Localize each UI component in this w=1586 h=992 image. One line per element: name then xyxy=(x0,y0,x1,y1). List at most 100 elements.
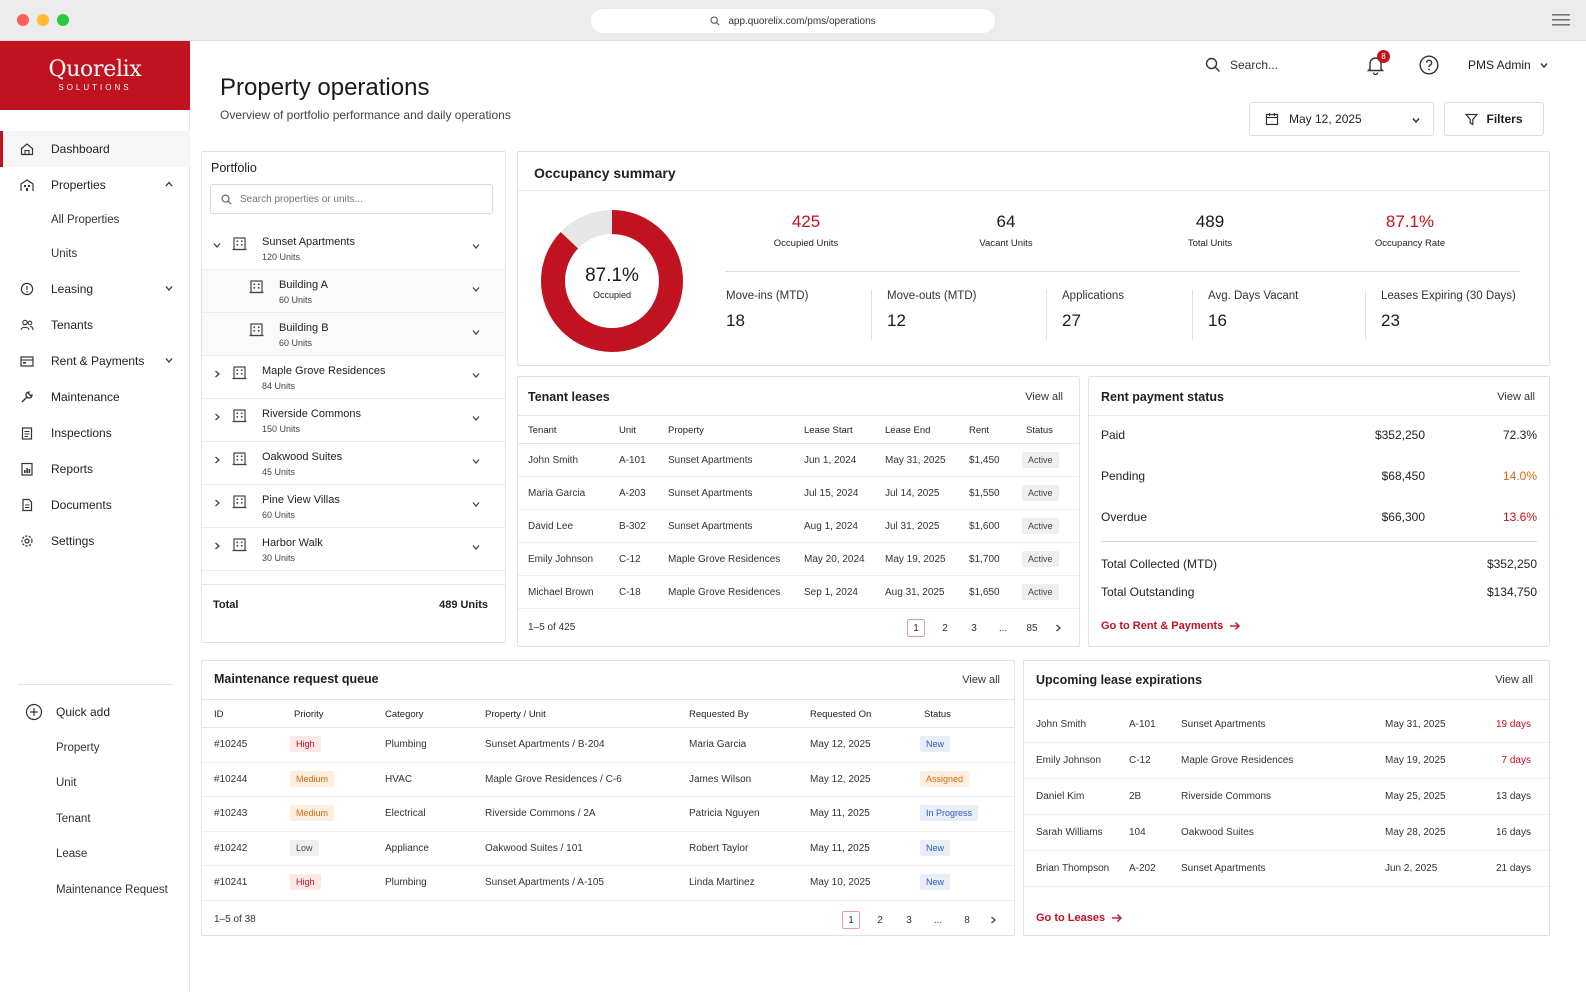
quick-add-button[interactable]: Quick add xyxy=(0,694,190,730)
sidebar-item-properties[interactable]: Properties xyxy=(0,167,190,203)
chevron-right-icon[interactable] xyxy=(212,541,222,551)
page-button[interactable]: 1 xyxy=(842,911,860,929)
table-row[interactable]: #10242 Low Appliance Oakwood Suites / 101 Ro… xyxy=(202,832,1014,866)
tree-child-row[interactable]: Building B 60 Units xyxy=(202,313,505,356)
quick-add-lease[interactable]: Lease xyxy=(56,848,88,861)
table-row[interactable]: John Smith A-101 Sunset Apartments Jun 1, 2… xyxy=(518,444,1079,477)
property-name: Riverside Commons xyxy=(262,408,362,420)
sidebar-item-all-properties[interactable]: All Properties xyxy=(51,214,120,226)
chevron-right-icon[interactable] xyxy=(212,455,222,465)
tree-child-row[interactable]: Building A 60 Units xyxy=(202,270,505,313)
chevron-right-icon[interactable] xyxy=(1053,623,1063,633)
notifications-button[interactable]: 8 xyxy=(1366,50,1390,78)
expiration-row[interactable]: John Smith A-101 Sunset Apartments May 31, … xyxy=(1024,707,1549,743)
sidebar-item-maintenance[interactable]: Maintenance xyxy=(0,379,190,415)
page-button[interactable]: 3 xyxy=(971,622,977,634)
window-close-button[interactable] xyxy=(17,14,29,26)
page-button[interactable]: 2 xyxy=(877,914,883,926)
table-row[interactable]: David Lee B-302 Sunset Apartments Aug 1, 20… xyxy=(518,510,1079,543)
donut-occupied-arc xyxy=(541,210,683,352)
table-row[interactable]: Maria Garcia A-203 Sunset Apartments Jul 15… xyxy=(518,477,1079,510)
table-row[interactable]: Michael Brown C-18 Maple Grove Residences S… xyxy=(518,576,1079,609)
go-to-leases-link[interactable]: Go to Leases xyxy=(1036,912,1123,924)
maintenance-view-all-link[interactable]: View all xyxy=(962,674,1000,686)
chevron-down-icon[interactable] xyxy=(471,284,481,294)
expiration-row[interactable]: Emily Johnson C-12 Maple Grove Residences M… xyxy=(1024,743,1549,779)
sidebar-item-rent-payments[interactable]: Rent & Payments xyxy=(0,343,190,379)
portfolio-search[interactable] xyxy=(210,184,493,214)
chevron-down-icon[interactable] xyxy=(471,456,481,466)
window-maximize-button[interactable] xyxy=(57,14,69,26)
rent-view-all-link[interactable]: View all xyxy=(1497,391,1535,403)
sidebar-item-tenants[interactable]: Tenants xyxy=(0,307,190,343)
expiration-row[interactable]: Sarah Williams 104 Oakwood Suites May 28, 2… xyxy=(1024,815,1549,851)
help-button[interactable] xyxy=(1419,55,1439,78)
quick-add-maintenance-request[interactable]: Maintenance Request xyxy=(56,883,168,896)
sidebar-item-dashboard[interactable]: Dashboard xyxy=(0,131,190,167)
global-search[interactable]: Search... xyxy=(1205,57,1278,73)
chevron-right-icon[interactable] xyxy=(212,498,222,508)
address-bar[interactable]: app.quorelix.com/pms/operations xyxy=(591,9,995,33)
quick-add-tenant[interactable]: Tenant xyxy=(56,812,91,825)
page-button[interactable]: 1 xyxy=(907,619,925,637)
brand-logo[interactable]: Quorelix SOLUTIONS xyxy=(0,41,190,110)
chevron-down-icon[interactable] xyxy=(471,370,481,380)
table-row[interactable]: #10245 High Plumbing Sunset Apartments / B-… xyxy=(202,728,1014,763)
expiration-row[interactable]: Brian Thompson A-202 Sunset Apartments Jun … xyxy=(1024,851,1549,887)
page-button[interactable]: 3 xyxy=(906,914,912,926)
portfolio-search-input[interactable] xyxy=(240,193,470,205)
filters-button[interactable]: Filters xyxy=(1444,102,1544,136)
sidebar-item-leasing[interactable]: Leasing xyxy=(0,271,190,307)
chevron-down-icon[interactable] xyxy=(212,240,222,250)
tree-property-row[interactable]: Pine View Villas 60 Units xyxy=(202,485,505,528)
table-cell: 104 xyxy=(1129,827,1146,838)
table-cell: May 12, 2025 xyxy=(810,773,871,785)
page-button[interactable]: 2 xyxy=(942,622,948,634)
expirations-view-all-link[interactable]: View all xyxy=(1495,674,1533,686)
quick-add-property[interactable]: Property xyxy=(56,741,100,754)
page-button[interactable]: 8 xyxy=(964,914,970,926)
quick-add-unit[interactable]: Unit xyxy=(56,777,77,790)
sidebar-item-units[interactable]: Units xyxy=(51,248,78,260)
tree-property-row[interactable]: Sunset Apartments 120 Units xyxy=(202,227,505,270)
chevron-down-icon[interactable] xyxy=(471,241,481,251)
table-row[interactable]: Emily Johnson C-12 Maple Grove Residences M… xyxy=(518,543,1079,576)
go-to-rent-link[interactable]: Go to Rent & Payments xyxy=(1101,620,1241,632)
window-minimize-button[interactable] xyxy=(37,14,49,26)
chevron-down-icon[interactable] xyxy=(471,413,481,423)
hamburger-menu-icon[interactable] xyxy=(1552,13,1570,27)
chevron-down-icon[interactable] xyxy=(471,542,481,552)
building-icon xyxy=(249,323,264,337)
go-to-leases-label: Go to Leases xyxy=(1036,912,1106,924)
table-row[interactable]: #10243 Medium Electrical Riverside Commons … xyxy=(202,797,1014,832)
chevron-right-icon[interactable] xyxy=(212,369,222,379)
chevron-down-icon[interactable] xyxy=(471,499,481,509)
tree-property-row[interactable]: Maple Grove Residences 84 Units xyxy=(202,356,505,399)
table-cell: B-302 xyxy=(619,520,646,532)
expiration-row[interactable]: Daniel Kim 2B Riverside Commons May 25, 202… xyxy=(1024,779,1549,815)
table-cell: Daniel Kim xyxy=(1036,791,1085,802)
table-cell: $1,550 xyxy=(969,487,1000,499)
table-cell: Emily Johnson xyxy=(528,553,594,565)
status-badge: Active xyxy=(1022,550,1059,567)
leases-view-all-link[interactable]: View all xyxy=(1025,391,1063,403)
table-cell: Linda Martinez xyxy=(689,877,755,889)
tree-property-row[interactable]: Oakwood Suites 45 Units xyxy=(202,442,505,485)
sidebar-item-reports[interactable]: Reports xyxy=(0,451,190,487)
property-units: 60 Units xyxy=(279,338,313,348)
table-row[interactable]: #10244 Medium HVAC Maple Grove Residences /… xyxy=(202,763,1014,797)
page-button[interactable]: 85 xyxy=(1026,622,1038,634)
sidebar-item-inspections[interactable]: Inspections xyxy=(0,415,190,451)
tree-property-row[interactable]: Harbor Walk 30 Units xyxy=(202,528,505,571)
go-to-rent-label: Go to Rent & Payments xyxy=(1101,620,1224,632)
user-menu[interactable]: PMS Admin xyxy=(1468,58,1549,72)
table-row[interactable]: #10241 High Plumbing Sunset Apartments / A-… xyxy=(202,866,1014,901)
tree-property-row[interactable]: Riverside Commons 150 Units xyxy=(202,399,505,442)
column-header-lease-end: Lease End xyxy=(885,425,931,436)
sidebar-item-documents[interactable]: Documents xyxy=(0,487,190,523)
chevron-right-icon[interactable] xyxy=(212,412,222,422)
sidebar-item-settings[interactable]: Settings xyxy=(0,523,190,559)
chevron-down-icon[interactable] xyxy=(471,327,481,337)
chevron-right-icon[interactable] xyxy=(988,915,998,925)
date-picker[interactable]: May 12, 2025 xyxy=(1249,102,1434,136)
